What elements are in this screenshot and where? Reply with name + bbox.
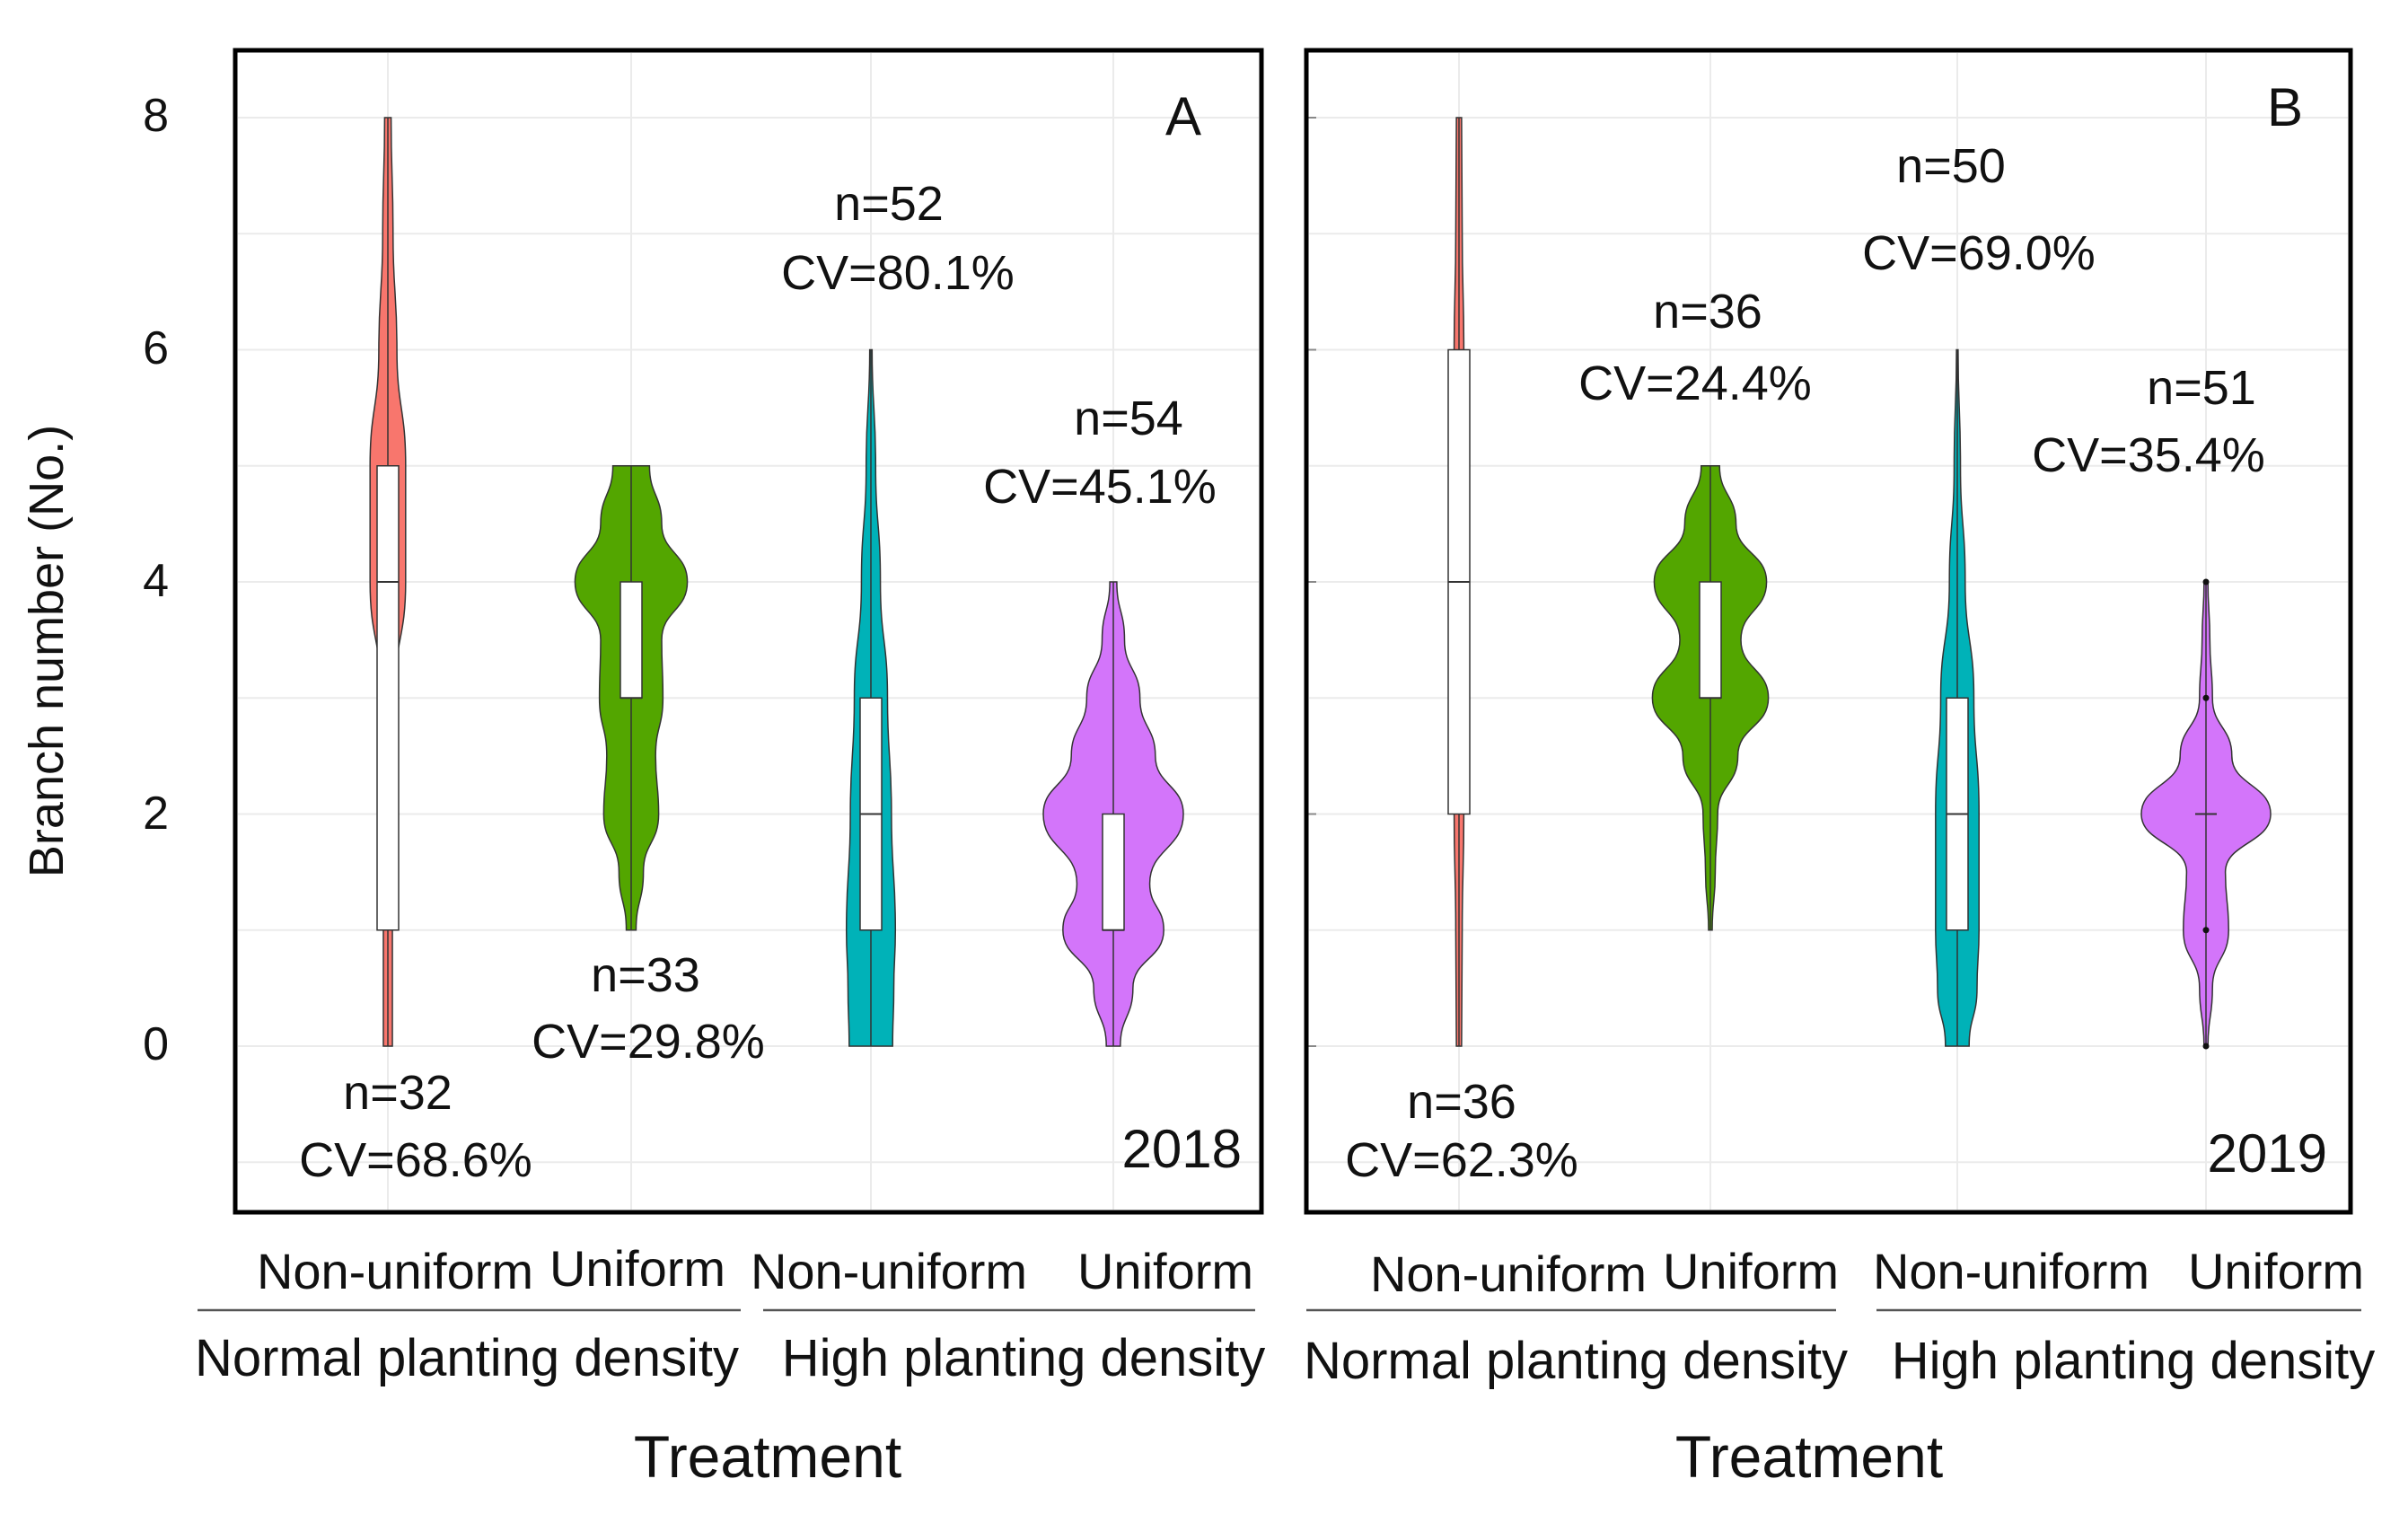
x-category-label: Non-uniform — [751, 1243, 1027, 1299]
panel-b-n-label-1: n=36 — [1407, 1075, 1516, 1129]
violin-box — [1102, 813, 1125, 931]
x-axis-title: Treatment — [634, 1423, 901, 1490]
y-axis-title: Branch number (No.) — [20, 425, 74, 877]
panel-a-n-label-4: n=54 — [1074, 392, 1183, 445]
y-tick-label: 2 — [143, 788, 169, 840]
violin-outlier — [2202, 1043, 2210, 1050]
x-category-label: Non-uniform — [257, 1243, 533, 1299]
panel-b-cv-label-2: CV=24.4% — [1578, 356, 1812, 410]
violin-outlier — [2202, 578, 2210, 585]
group-label: Normal planting density — [1304, 1332, 1848, 1390]
y-tick-label: 8 — [143, 90, 169, 142]
panel-a-year: 2018 — [1122, 1119, 1242, 1179]
panel-a-n-label-2: n=33 — [591, 948, 700, 1002]
panel-a-violins — [369, 117, 1184, 1047]
violin-box — [1699, 581, 1722, 699]
y-tick-labels-panel-a: 0 2 4 6 8 — [143, 90, 169, 1070]
x-axis-title: Treatment — [1675, 1423, 1943, 1490]
panel-b-n-label-3: n=50 — [1896, 139, 2006, 193]
panel-b-x-axis: Non-uniform Uniform Non-uniform Uniform … — [1304, 1243, 2375, 1490]
panel-a-n-label-3: n=52 — [834, 177, 944, 231]
panel-b-year: 2019 — [2208, 1123, 2327, 1184]
panel-a-cv-label-2: CV=29.8% — [532, 1015, 765, 1069]
panel-a-cv-label-4: CV=45.1% — [983, 460, 1217, 514]
panel-a-x-axis: Non-uniform Uniform Non-uniform Uniform … — [195, 1240, 1265, 1490]
panel-b-cv-label-3: CV=69.0% — [1862, 226, 2096, 280]
violin-box — [376, 465, 400, 931]
group-label: High planting density — [782, 1329, 1265, 1387]
panel-a: A 2018 n=32 CV=68.6% n=33 CV=29.8% n=52 … — [233, 48, 1264, 1215]
x-category-label: Non-uniform — [1370, 1246, 1647, 1302]
violin-outlier — [2202, 694, 2210, 701]
x-category-label: Uniform — [2188, 1243, 2364, 1299]
group-label: Normal planting density — [195, 1329, 739, 1387]
x-category-label: Uniform — [1077, 1243, 1253, 1299]
violin-box — [620, 581, 643, 699]
panel-b-letter: B — [2267, 77, 2303, 137]
panel-a-cv-label-3: CV=80.1% — [781, 246, 1015, 300]
panel-b: B 2019 n=36 CV=62.3% n=36 CV=24.4% n=50 … — [1304, 48, 2353, 1215]
y-tick-label: 6 — [143, 322, 169, 374]
panel-b-n-label-4: n=51 — [2147, 361, 2256, 415]
panel-b-frame — [1304, 48, 2353, 1215]
y-tick-label: 0 — [143, 1018, 169, 1070]
group-label: High planting density — [1892, 1332, 2375, 1390]
panel-a-n-label-1: n=32 — [343, 1066, 453, 1120]
y-tick-label: 4 — [143, 555, 169, 607]
panel-a-letter: A — [1165, 86, 1201, 146]
x-category-label: Uniform — [1663, 1243, 1839, 1299]
x-category-label: Non-uniform — [1873, 1243, 2149, 1299]
x-category-label: Uniform — [549, 1240, 725, 1297]
panel-b-cv-label-4: CV=35.4% — [2032, 428, 2265, 482]
violin-outlier — [2202, 927, 2210, 934]
panel-b-n-label-2: n=36 — [1653, 285, 1762, 339]
panel-b-cv-label-1: CV=62.3% — [1345, 1133, 1578, 1187]
panel-b-violins — [1447, 117, 2272, 1050]
panel-a-cv-label-1: CV=68.6% — [299, 1133, 532, 1187]
panel-a-frame — [233, 48, 1264, 1215]
